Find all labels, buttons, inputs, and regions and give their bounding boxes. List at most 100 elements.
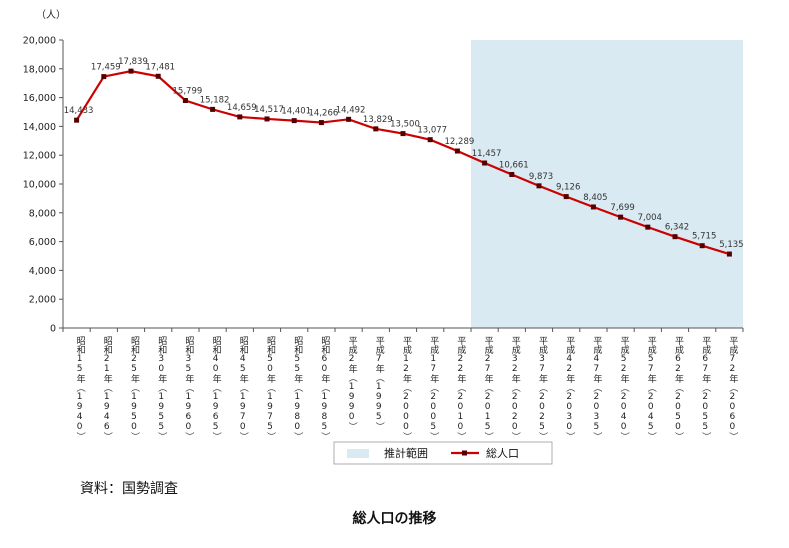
data-label: 17,839 [118,57,148,67]
chart-title: 総人口の推移 [352,511,437,527]
x-tick-label: 平成47年（2035） [591,336,602,441]
y-tick-label: 8,000 [29,208,56,219]
data-label: 17,481 [145,62,175,72]
data-point [726,251,732,257]
legend-swatch-marker [462,450,467,456]
legend-label-total-population: 総人口 [486,446,519,460]
data-label: 9,126 [556,183,580,193]
x-axis: 昭和15年（1940） 昭和21年（1946） 昭和25年（1950） 昭和30年（1… [62,327,744,441]
data-label: 14,517 [254,105,284,115]
y-tick-label: 14,000 [23,122,56,133]
data-label: 14,492 [336,105,366,115]
x-tick-label: 昭和25年（1950） [129,336,140,441]
data-label: 6,342 [665,223,689,233]
x-tick-label: 平成17年（2005） [428,336,439,441]
x-tick-label: 昭和40年（1965） [211,336,222,441]
data-label: 12,289 [445,137,475,147]
data-point [182,97,188,103]
y-axis: 0 2,000 4,000 6,000 8,000 10,000 12,000 14,000 1… [23,36,64,335]
x-tick-label: 昭和55年（1980） [292,336,303,441]
data-point [155,73,161,79]
y-tick-label: 10,000 [23,180,56,191]
data-point [645,224,651,230]
x-tick-label: 平成57年（2045） [646,336,657,441]
x-tick-label: 昭和60年（1985） [319,336,330,441]
data-point [454,148,460,154]
data-point [373,126,379,132]
legend: 推計範囲 総人口 [333,441,553,465]
data-label: 15,799 [173,86,203,96]
legend-label-projection: 推計範囲 [384,446,428,460]
population-line-chart: 0 2,000 4,000 6,000 8,000 10,000 12,000 14,000 1… [23,9,744,465]
x-tick-label: 平成62年（2050） [673,336,684,441]
y-axis-unit-label: （人） [36,9,66,21]
y-tick-label: 6,000 [29,237,56,248]
x-tick-label: 平成42年（2030） [564,336,575,441]
x-tick-label: 平成2年（1990） [347,336,358,431]
x-tick-label: 平成37年（2025） [537,336,548,441]
data-point [346,116,352,122]
legend-box [333,441,553,465]
data-label: 15,182 [200,95,230,105]
x-tick-label: 昭和30年（1955） [156,336,167,441]
data-label: 13,829 [363,115,393,125]
data-point [509,171,515,177]
x-tick-label: 平成7年（1995） [374,336,385,431]
data-point [291,118,297,124]
data-point [128,68,134,74]
x-tick-label: 平成22年（2010） [455,336,466,441]
data-label: 8,405 [583,193,607,203]
y-tick-label: 18,000 [23,64,56,75]
y-tick-label: 20,000 [23,36,56,47]
x-tick-label: 平成72年（2060） [727,336,738,441]
data-label: 5,135 [719,240,743,250]
y-tick-label: 16,000 [23,93,56,104]
x-tick-label: 昭和21年（1946） [102,336,113,441]
data-label: 9,873 [529,172,553,182]
data-label: 14,266 [309,109,339,119]
data-label: 11,457 [472,149,502,159]
x-tick-label: 平成32年（2020） [510,336,521,441]
y-tick-label: 0 [50,324,56,335]
data-label: 14,401 [281,107,311,117]
data-point [400,131,406,137]
data-label: 7,004 [638,213,662,223]
x-tick-label: 昭和15年（1940） [75,336,86,441]
data-label: 14,659 [227,103,257,113]
data-point [74,117,80,123]
data-point [590,204,596,210]
data-label: 13,077 [417,126,447,136]
data-point [101,74,107,80]
data-label: 13,500 [390,120,420,130]
data-point [210,106,216,112]
data-point [536,183,542,189]
legend-swatch-projection [347,449,369,458]
x-tick-label: 昭和45年（1970） [238,336,249,441]
data-point [563,194,569,200]
x-tick-label: 平成27年（2015） [483,336,494,441]
data-label: 14,433 [64,106,94,116]
data-label: 10,661 [499,160,529,170]
projection-range-band [471,40,743,328]
data-points [74,68,732,257]
data-point [618,214,624,220]
source-note: 資料：国勢調査 [80,481,178,497]
y-tick-label: 2,000 [29,295,56,306]
data-point [264,116,270,122]
data-point [318,120,324,126]
x-tick-label: 平成52年（2040） [619,336,630,441]
data-point [237,114,243,120]
x-tick-label: 昭和35年（1960） [183,336,194,441]
data-label: 7,699 [610,203,634,213]
data-point [699,243,705,249]
data-label: 17,459 [91,63,121,73]
y-tick-label: 4,000 [29,266,56,277]
y-tick-label: 12,000 [23,151,56,162]
data-point [427,137,433,143]
x-tick-label: 平成67年（2055） [700,336,711,441]
x-tick-label: 昭和50年（1975） [265,336,276,441]
data-point [672,234,678,240]
data-label: 5,715 [692,232,716,242]
x-tick-label: 平成12年（2000） [401,336,412,441]
